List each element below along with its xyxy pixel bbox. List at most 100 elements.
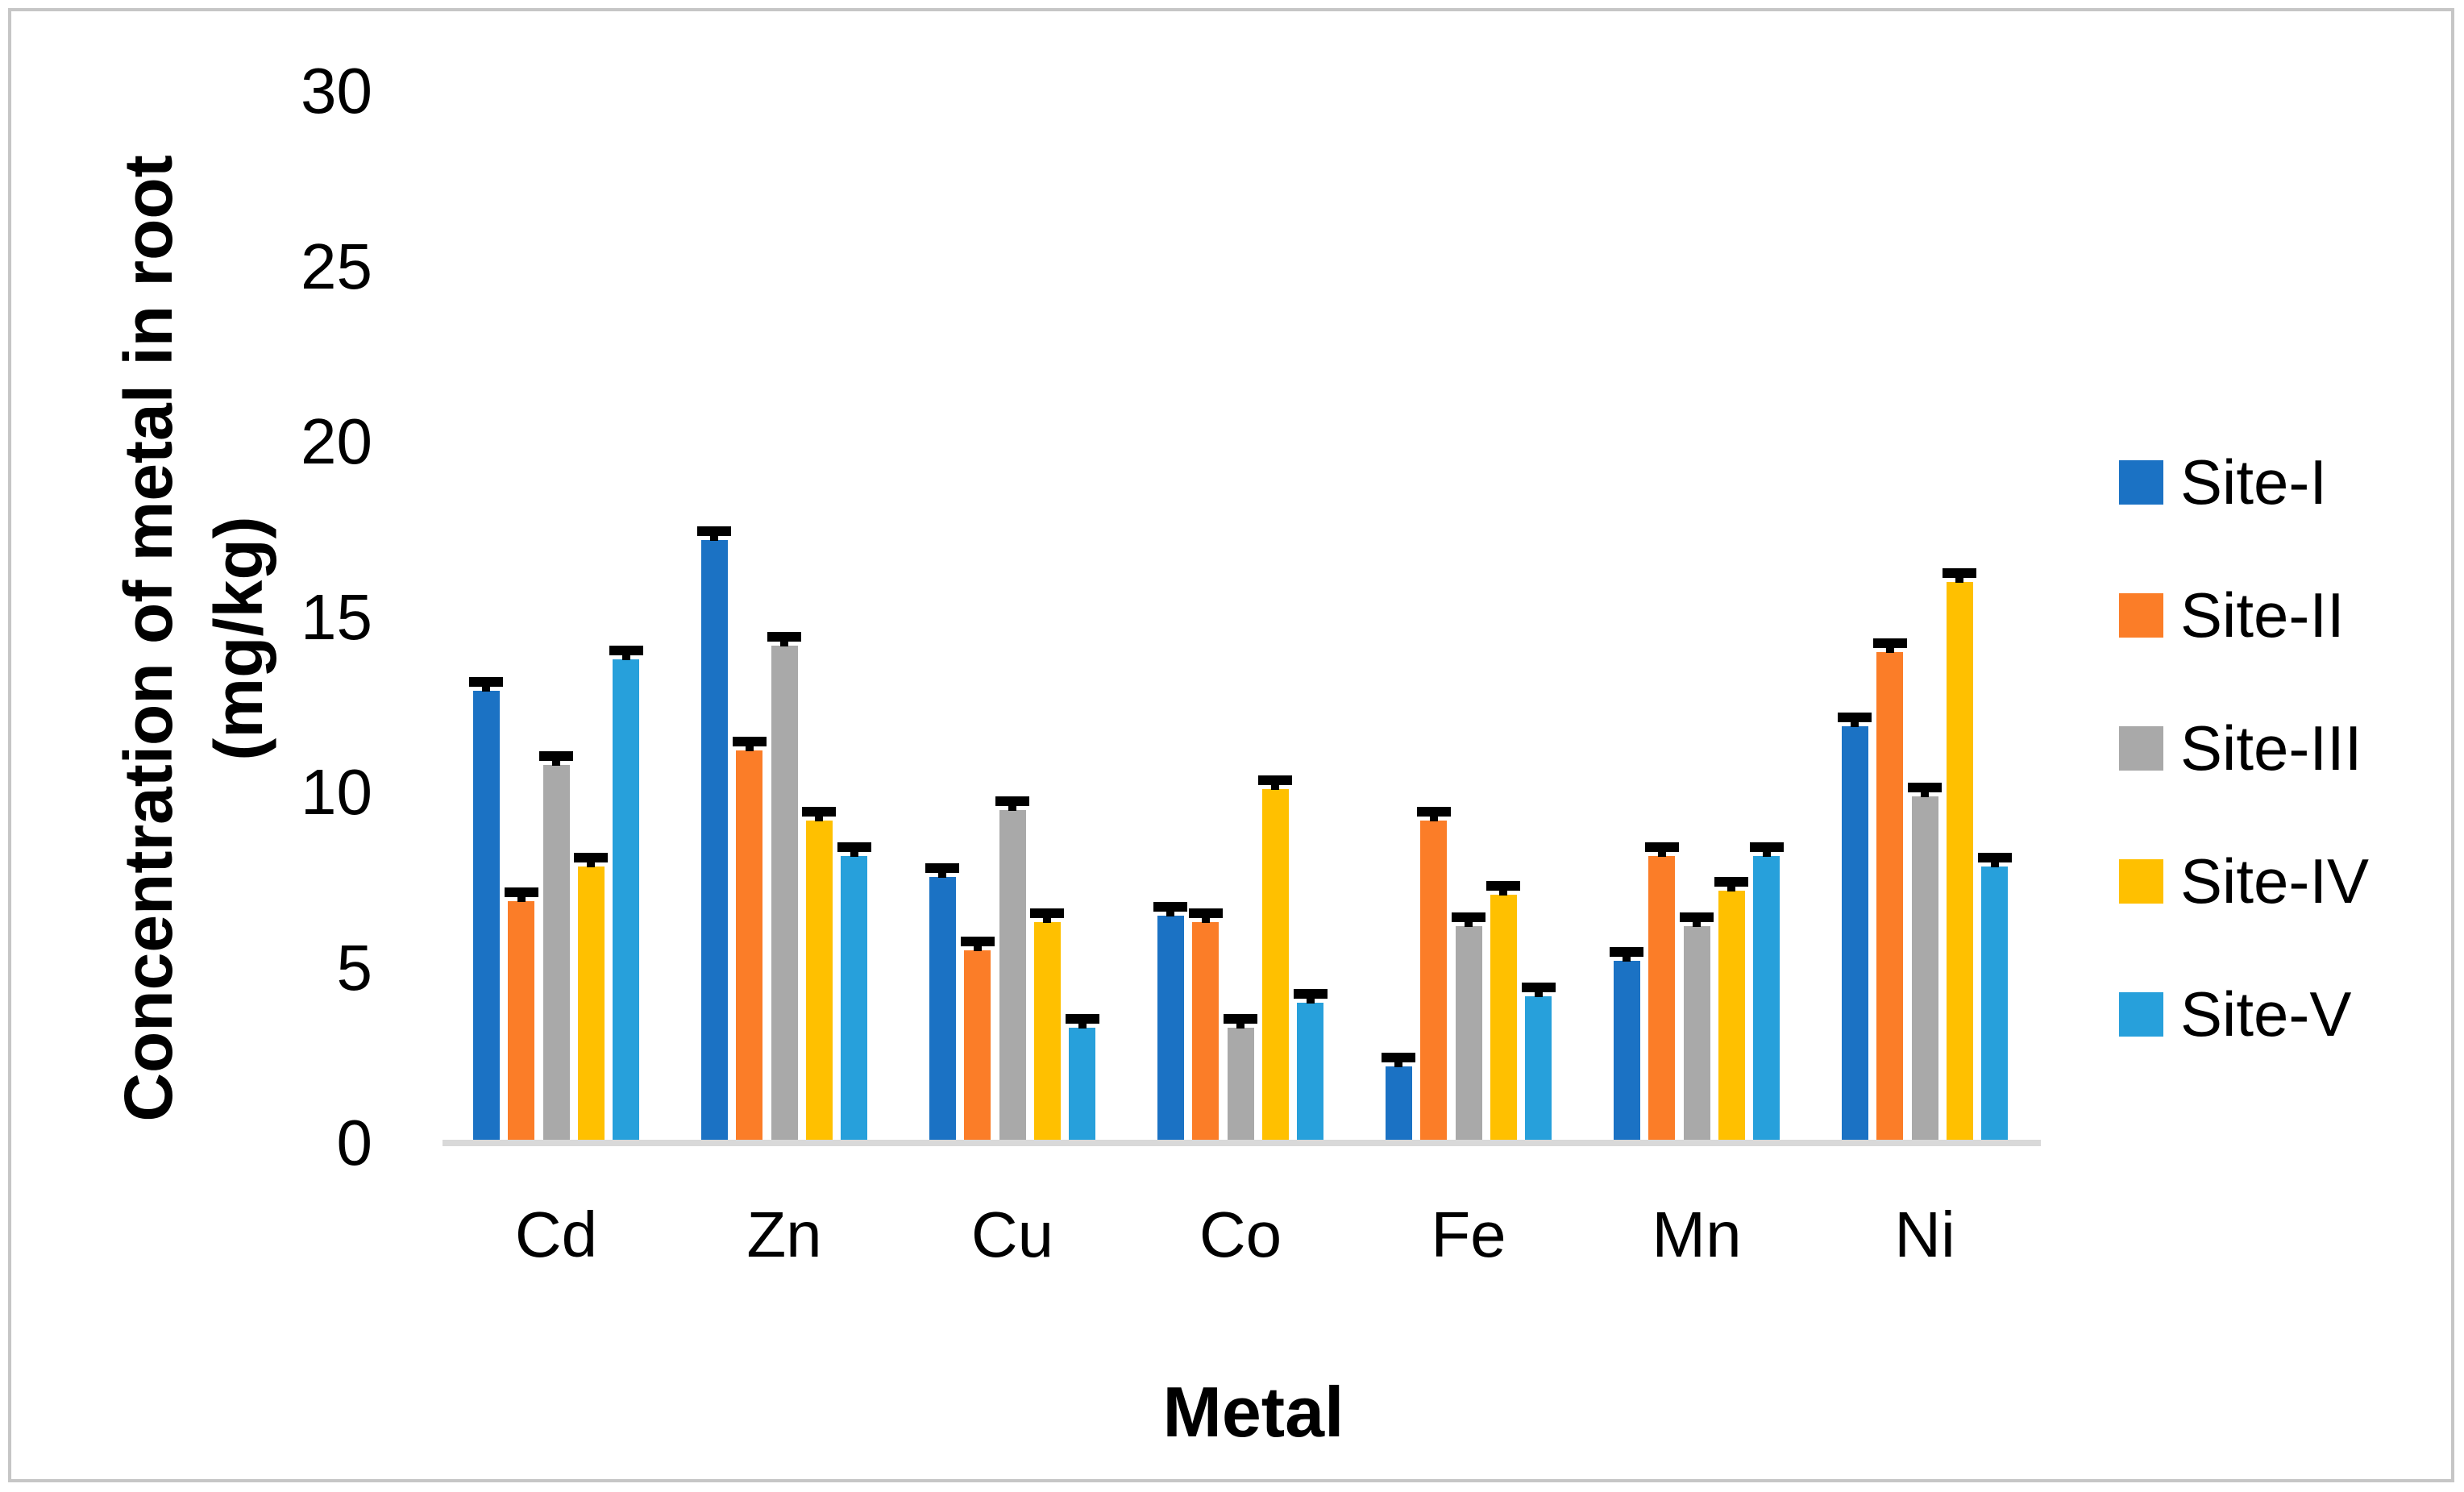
y-tick-label-30: 30 [301,55,372,127]
error-bar-cap-Site-V-Mn [1749,842,1784,852]
y-axis-title-line2: (mg/kg) [201,516,276,761]
error-bar-stem-Site-III-Co [1236,1023,1244,1029]
error-bar-cap-Site-V-Ni [1977,852,2012,862]
error-bar-stem-Site-II-Zn [745,746,754,752]
error-bar-cap-Site-IV-Fe [1486,880,1521,891]
bar-Site-IV-Zn [805,821,833,1140]
bar-Site-II-Mn [1648,855,1676,1140]
error-bar-cap-Site-IV-Cd [574,852,609,862]
y-tick-label-15: 15 [301,580,372,653]
legend-label-Site-IV: Site-IV [2180,846,2370,916]
bar-Site-IV-Cd [577,866,605,1140]
bar-Site-V-Co [1297,1003,1324,1140]
error-bar-cap-Site-IV-Zn [802,807,837,817]
error-bar-cap-Site-I-Cu [925,862,960,873]
error-bar-cap-Site-III-Cd [539,750,573,761]
y-tick-label-25: 25 [301,230,372,302]
error-bar-cap-Site-II-Co [1188,908,1223,919]
error-bar-stem-Site-IV-Co [1271,785,1280,790]
error-bar-cap-Site-II-Cd [504,887,538,898]
error-bar-stem-Site-IV-Zn [815,817,824,822]
x-category-label-Fe: Fe [1431,1199,1506,1270]
legend-swatch-Site-III [2119,725,2163,771]
error-bar-cap-Site-IV-Mn [1714,877,1749,887]
bar-Site-I-Zn [700,540,728,1140]
bar-Site-IV-Cu [1033,922,1061,1140]
error-bar-stem-Site-I-Co [1166,911,1175,916]
y-axis-title: Concentration of metal in root (mg/kg) [103,10,289,1267]
legend-label-Site-V: Site-V [2180,979,2352,1049]
bar-Site-III-Ni [1911,796,1938,1140]
error-bar-stem-Site-I-Fe [1394,1062,1403,1067]
bar-Site-II-Cu [964,950,991,1140]
bar-Site-II-Zn [736,750,763,1140]
error-bar-stem-Site-III-Ni [1921,792,1929,797]
bar-Site-III-Cd [542,764,570,1140]
error-bar-stem-Site-I-Zn [710,536,719,542]
bar-Site-V-Mn [1753,855,1780,1140]
error-bar-cap-Site-I-Cd [469,677,504,688]
bar-Site-V-Cu [1069,1027,1096,1140]
legend-swatch-Site-V [2119,991,2163,1037]
y-tick-label-5: 5 [336,931,373,1004]
error-bar-stem-Site-V-Zn [850,851,858,857]
error-bar-cap-Site-IV-Co [1258,775,1293,785]
error-bar-stem-Site-IV-Fe [1499,890,1508,896]
error-bar-cap-Site-II-Mn [1644,842,1679,852]
bar-Site-V-Fe [1525,995,1552,1140]
error-bar-cap-Site-I-Zn [697,526,732,537]
error-bar-stem-Site-II-Cu [973,946,982,952]
error-bar-cap-Site-I-Co [1153,901,1188,912]
bar-Site-I-Co [1157,915,1184,1140]
error-bar-cap-Site-II-Ni [1872,638,1907,649]
bar-Site-III-Zn [771,645,798,1140]
legend-swatch-Site-II [2119,592,2163,638]
error-bar-cap-Site-II-Zn [732,737,767,747]
x-category-label-Ni: Ni [1894,1199,1955,1270]
error-bar-stem-Site-V-Ni [1990,862,1999,867]
error-bar-stem-Site-IV-Mn [1727,887,1736,892]
error-bar-cap-Site-I-Fe [1382,1052,1416,1062]
bar-Site-V-Cd [613,659,640,1140]
error-bar-cap-Site-II-Fe [1416,807,1451,817]
error-bar-cap-Site-V-Zn [837,842,871,852]
error-bar-stem-Site-I-Mn [1623,957,1631,962]
bar-Site-II-Co [1192,922,1220,1140]
legend-label-Site-II: Site-II [2180,580,2345,650]
error-bar-stem-Site-I-Cu [938,872,947,878]
y-tick-label-10: 10 [301,756,372,828]
error-bar-cap-Site-V-Cu [1065,1013,1099,1024]
error-bar-stem-Site-V-Cd [621,655,630,661]
bar-Site-V-Zn [841,855,868,1140]
error-bar-stem-Site-V-Fe [1534,991,1543,997]
error-bar-cap-Site-V-Co [1293,989,1328,1000]
error-bar-stem-Site-III-Zn [780,641,788,646]
bar-Site-IV-Ni [1946,582,1973,1140]
error-bar-cap-Site-IV-Cu [1030,908,1065,919]
bar-Site-II-Cd [508,901,535,1140]
legend-swatch-Site-IV [2119,858,2163,904]
error-bar-stem-Site-II-Co [1201,918,1210,924]
error-bar-cap-Site-III-Co [1224,1013,1257,1024]
error-bar-stem-Site-II-Cd [517,897,526,903]
error-bar-stem-Site-IV-Cd [587,862,596,867]
error-bar-cap-Site-III-Zn [767,631,801,642]
error-bar-stem-Site-I-Ni [1851,721,1859,727]
bar-Site-I-Mn [1613,961,1640,1140]
bar-Site-I-Cu [929,876,956,1140]
error-bar-cap-Site-I-Ni [1838,712,1872,722]
bar-Site-III-Fe [1455,925,1482,1140]
error-bar-stem-Site-II-Mn [1657,851,1666,857]
bar-Site-III-Co [1227,1027,1254,1140]
bar-Site-III-Cu [999,810,1026,1140]
error-bar-cap-Site-III-Fe [1452,912,1485,922]
error-bar-stem-Site-IV-Cu [1043,918,1052,924]
error-bar-stem-Site-I-Cd [482,687,491,692]
error-bar-stem-Site-III-Cu [1008,806,1016,812]
error-bar-cap-Site-II-Cu [960,937,995,947]
bar-Site-IV-Mn [1718,891,1745,1140]
x-category-label-Mn: Mn [1652,1199,1742,1270]
x-category-label-Co: Co [1199,1199,1282,1270]
x-category-label-Cu: Cu [970,1199,1054,1270]
